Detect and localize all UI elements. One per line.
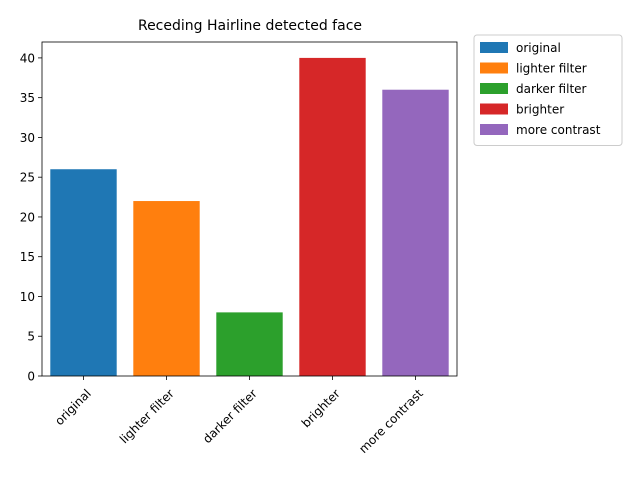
legend-swatch-2 [480, 83, 508, 94]
y-tick-label-6: 30 [20, 131, 35, 145]
x-tick-label-2: darker filter [200, 386, 260, 446]
x-tick-label-3: brighter [299, 386, 343, 430]
legend-label-2: darker filter [516, 82, 587, 96]
legend-label-4: more contrast [516, 123, 601, 137]
legend-box [473, 34, 623, 146]
axes-frame [41, 41, 458, 377]
legend-label-0: original [516, 41, 561, 55]
bar-2 [216, 312, 283, 376]
legend: original lighter filter darker filter brigh… [473, 34, 623, 146]
bar-4 [382, 89, 449, 376]
legend-swatch-4 [480, 124, 508, 135]
bar-0 [50, 169, 117, 376]
bar-1 [133, 201, 200, 376]
y-tick-label-3: 15 [20, 250, 35, 264]
y-tick-label-1: 5 [27, 330, 35, 344]
x-tick-label-4: more contrast [356, 386, 426, 456]
legend-swatch-0 [480, 42, 508, 53]
chart-title: Receding Hairline detected face [138, 18, 362, 34]
legend-swatch-3 [480, 103, 508, 115]
x-tick-label-0: original [52, 386, 94, 428]
y-tick-label-5: 25 [20, 171, 35, 185]
plot-area: original lighter filter darker filter brigh… [20, 41, 458, 456]
y-tick-label-0: 0 [27, 370, 35, 384]
legend-swatch-1 [480, 62, 508, 74]
legend-label-1: lighter filter [516, 62, 587, 76]
y-tick-label-4: 20 [20, 210, 35, 224]
y-tick-label-8: 40 [20, 51, 35, 65]
y-tick-label-7: 35 [20, 91, 35, 105]
bar-3 [299, 57, 366, 377]
y-tick-label-2: 10 [20, 290, 35, 304]
legend-label-3: brighter [516, 103, 564, 117]
x-tick-label-1: lighter filter [117, 386, 177, 446]
